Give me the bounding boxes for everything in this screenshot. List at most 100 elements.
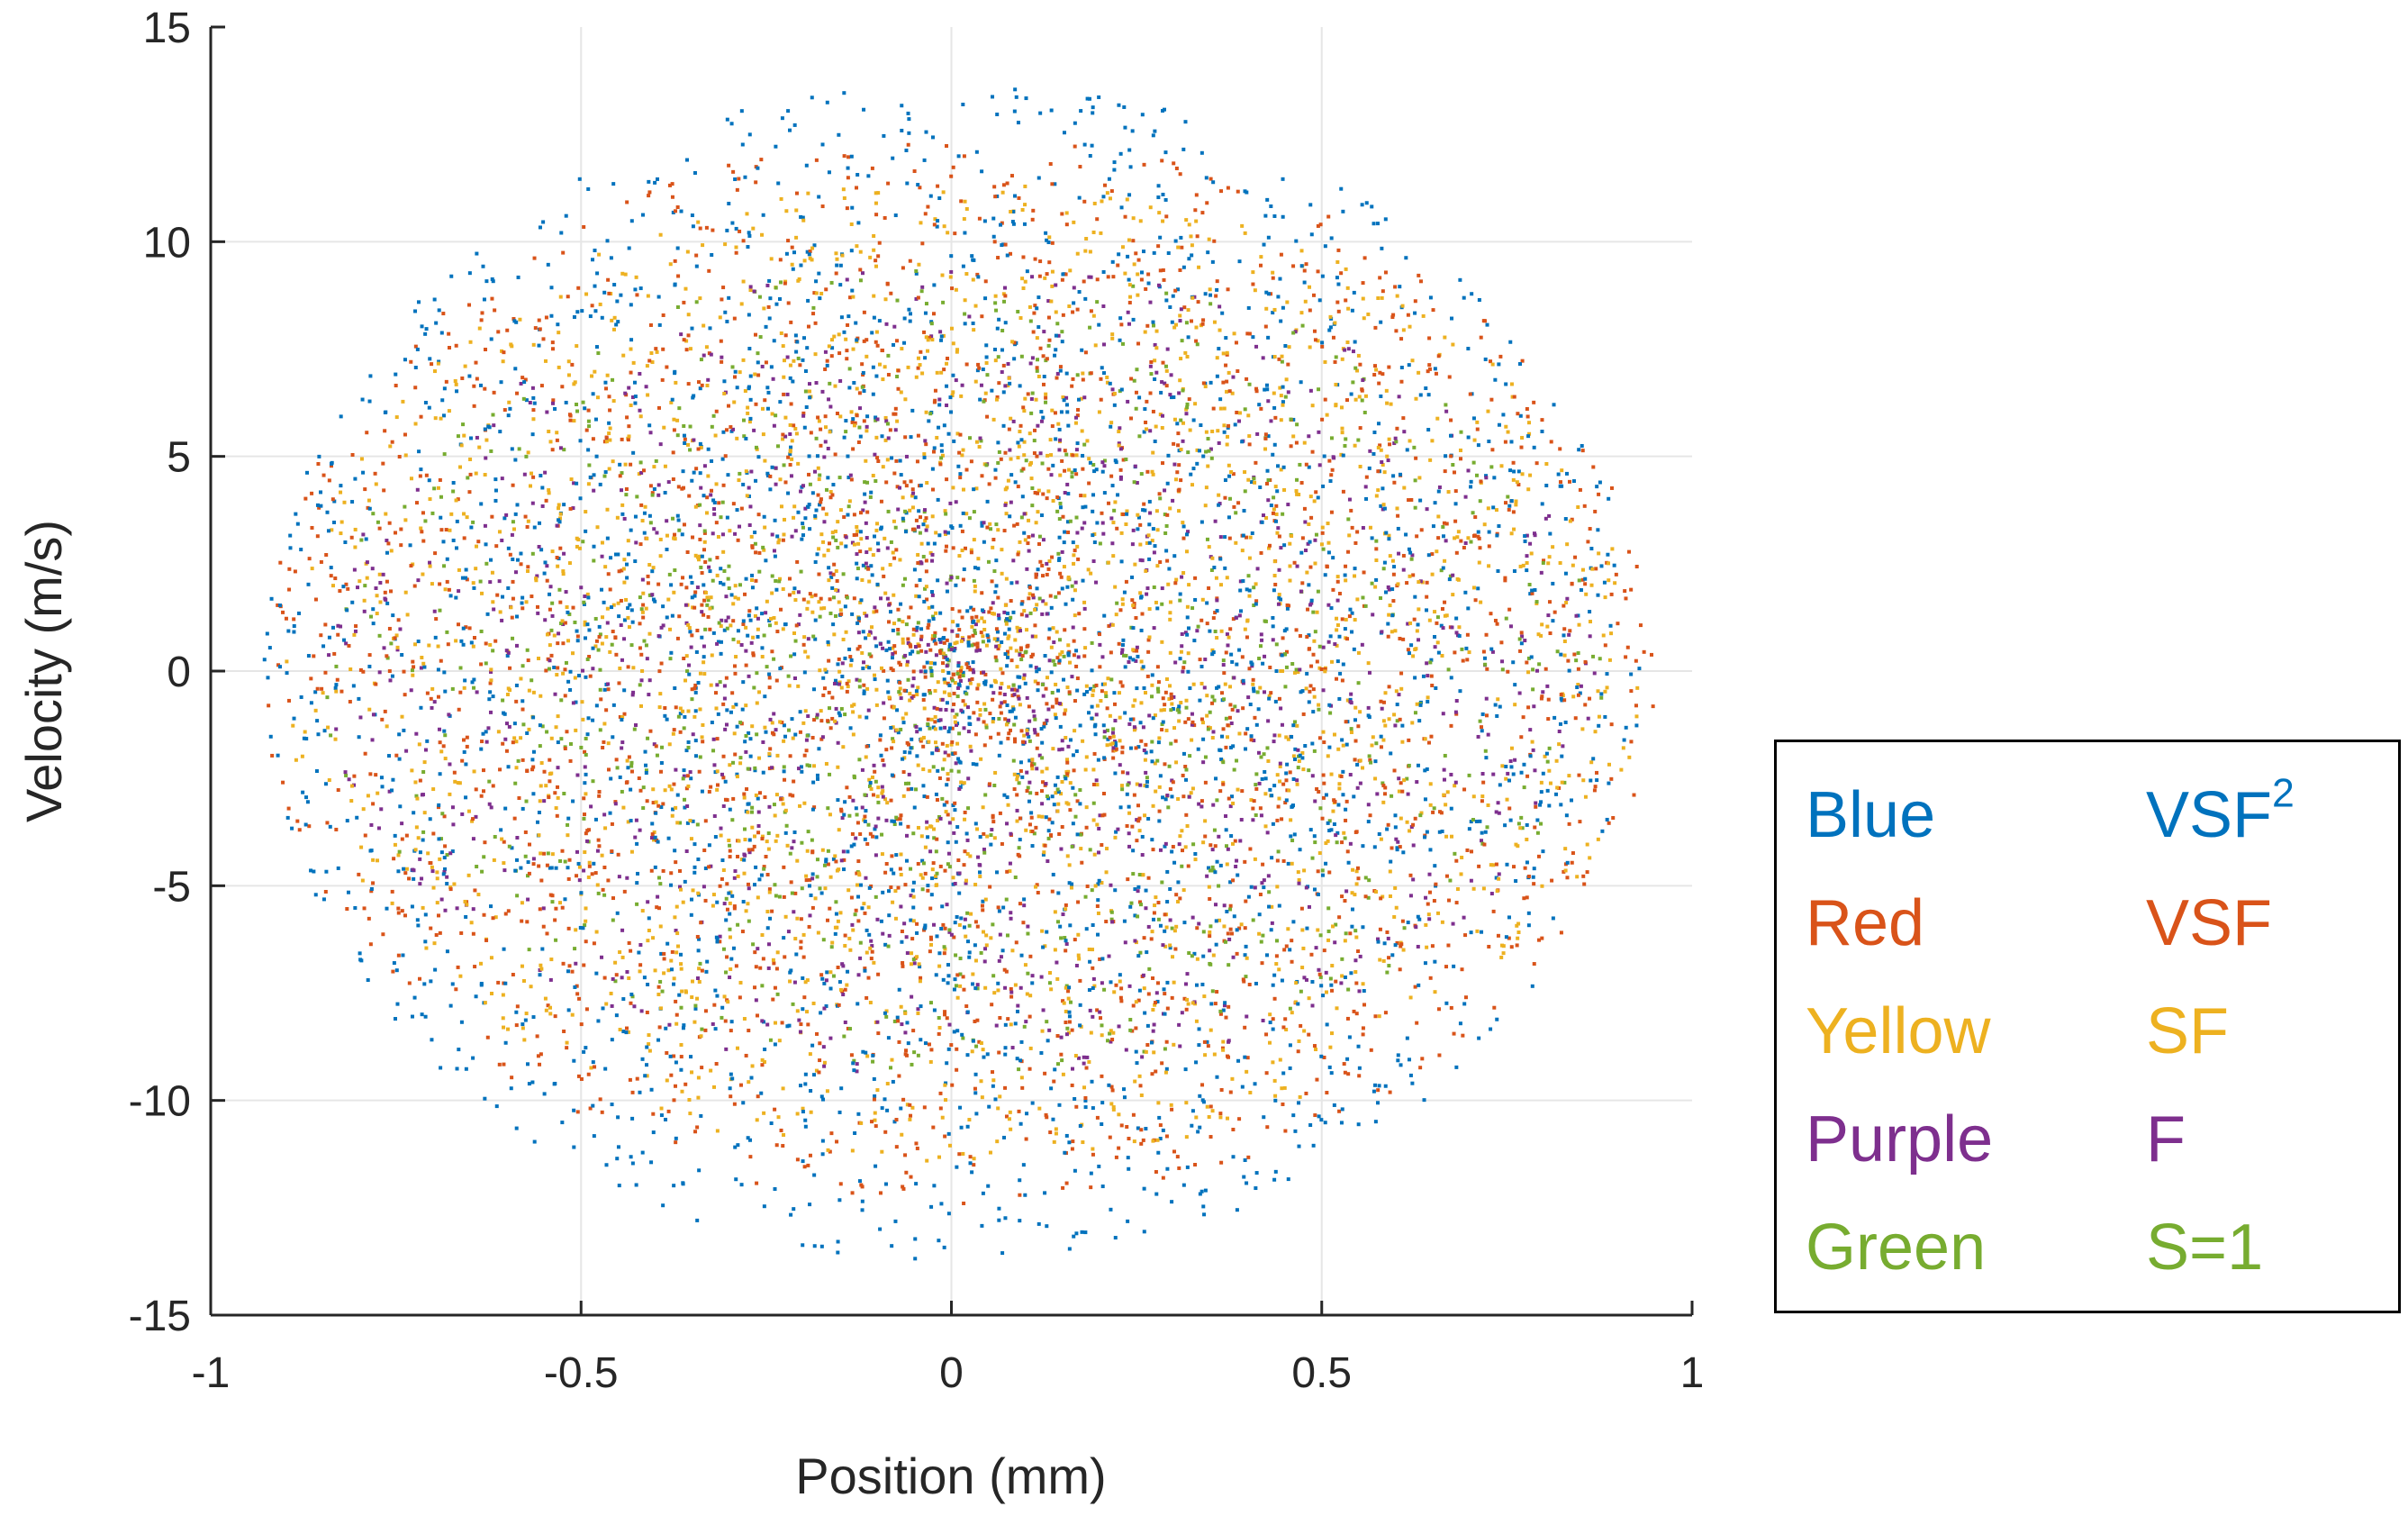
scatter-point <box>1286 362 1290 367</box>
scatter-point <box>774 302 779 306</box>
scatter-point <box>733 671 738 676</box>
scatter-point <box>1160 602 1164 606</box>
scatter-point <box>1018 540 1022 544</box>
scatter-point <box>385 724 389 729</box>
scatter-point <box>539 474 543 478</box>
scatter-point <box>1340 678 1344 683</box>
scatter-point <box>1353 705 1358 710</box>
scatter-point <box>1313 799 1317 803</box>
scatter-point <box>1025 992 1029 996</box>
scatter-point <box>651 1130 656 1135</box>
scatter-point <box>611 918 615 922</box>
scatter-point <box>983 296 988 301</box>
scatter-point <box>1132 728 1136 732</box>
scatter-point <box>722 391 727 395</box>
scatter-point <box>1261 513 1265 518</box>
scatter-point <box>902 756 907 760</box>
scatter-point <box>910 494 914 498</box>
scatter-point <box>1106 676 1110 681</box>
scatter-point <box>663 713 667 718</box>
scatter-point <box>1007 627 1011 631</box>
scatter-point <box>828 495 833 500</box>
scatter-point <box>1407 1057 1411 1062</box>
scatter-point <box>1516 482 1521 486</box>
scatter-point <box>1147 967 1152 971</box>
scatter-point <box>658 924 663 929</box>
scatter-point <box>611 459 615 464</box>
scatter-point <box>1411 843 1416 848</box>
scatter-point <box>1083 296 1088 301</box>
scatter-point <box>1231 878 1236 883</box>
scatter-point <box>737 640 741 644</box>
scatter-point <box>806 600 810 604</box>
scatter-point <box>997 716 1001 721</box>
scatter-point <box>820 142 825 147</box>
scatter-point <box>1181 666 1186 670</box>
scatter-point <box>855 871 859 876</box>
scatter-point <box>1601 633 1606 638</box>
scatter-point <box>1414 396 1418 401</box>
scatter-point <box>550 900 555 904</box>
scatter-point <box>972 578 976 583</box>
scatter-point <box>926 717 930 722</box>
scatter-point <box>796 461 801 466</box>
scatter-point <box>1523 866 1527 870</box>
scatter-point <box>756 634 760 639</box>
scatter-point <box>711 737 716 741</box>
scatter-point <box>1073 699 1077 703</box>
scatter-point <box>1542 558 1546 563</box>
scatter-point <box>1343 899 1347 903</box>
scatter-point <box>748 1138 753 1142</box>
scatter-point <box>385 656 390 660</box>
scatter-point <box>887 933 892 938</box>
scatter-point <box>830 346 835 350</box>
scatter-point <box>1429 674 1434 678</box>
scatter-point <box>471 520 475 524</box>
scatter-point <box>477 326 482 331</box>
scatter-point <box>852 542 856 547</box>
scatter-point <box>1046 489 1051 494</box>
scatter-point <box>1074 649 1079 653</box>
scatter-point <box>808 527 812 531</box>
scatter-point <box>803 980 808 985</box>
scatter-point <box>667 183 672 187</box>
scatter-point <box>1127 300 1132 304</box>
scatter-point <box>1080 526 1084 531</box>
scatter-point <box>952 987 956 992</box>
scatter-point <box>1009 416 1013 421</box>
scatter-point <box>906 677 910 682</box>
scatter-point <box>1228 880 1233 885</box>
scatter-point <box>1119 1123 1124 1128</box>
scatter-point <box>924 130 928 134</box>
scatter-point <box>1136 1126 1140 1130</box>
scatter-point <box>929 590 934 595</box>
scatter-point <box>1437 485 1442 489</box>
scatter-point <box>698 707 702 712</box>
scatter-point <box>1520 634 1525 639</box>
scatter-point <box>1196 300 1200 304</box>
scatter-point <box>1023 184 1027 188</box>
scatter-point <box>1329 772 1334 776</box>
scatter-point <box>860 385 865 389</box>
scatter-point <box>919 976 923 980</box>
scatter-point <box>1242 508 1246 513</box>
scatter-point <box>874 330 879 334</box>
scatter-point <box>807 472 811 477</box>
scatter-point <box>712 763 717 767</box>
scatter-point <box>1490 448 1495 452</box>
scatter-point <box>1071 1139 1075 1144</box>
scatter-point <box>669 967 674 972</box>
scatter-point <box>689 645 693 649</box>
scatter-point <box>997 958 1001 963</box>
scatter-point <box>1041 694 1046 698</box>
scatter-point <box>1479 335 1483 340</box>
scatter-point <box>1180 339 1184 343</box>
scatter-point <box>1073 729 1077 733</box>
scatter-point <box>1218 918 1222 922</box>
scatter-point <box>1122 919 1127 923</box>
scatter-point <box>694 649 699 654</box>
scatter-point <box>515 558 520 562</box>
scatter-point <box>430 1038 434 1042</box>
scatter-point <box>730 365 735 369</box>
scatter-point <box>1247 667 1252 671</box>
